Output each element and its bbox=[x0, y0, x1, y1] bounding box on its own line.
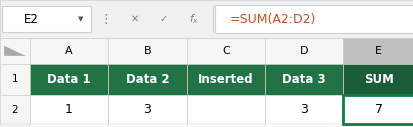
Text: E: E bbox=[374, 46, 381, 56]
Bar bbox=[343, 64, 413, 95]
Text: ⋮: ⋮ bbox=[99, 13, 112, 26]
Text: 7: 7 bbox=[374, 103, 382, 116]
Bar bbox=[264, 38, 343, 64]
Bar bbox=[30, 64, 108, 95]
Bar bbox=[186, 38, 264, 64]
Bar bbox=[108, 38, 186, 64]
Text: Data 2: Data 2 bbox=[125, 73, 169, 86]
Bar bbox=[264, 64, 343, 95]
Text: ✕: ✕ bbox=[130, 14, 138, 24]
Text: ✓: ✓ bbox=[159, 14, 167, 24]
Text: 1: 1 bbox=[12, 74, 18, 84]
Bar bbox=[186, 64, 264, 95]
Text: 3: 3 bbox=[299, 103, 307, 116]
Text: C: C bbox=[221, 46, 229, 56]
Bar bbox=[264, 95, 343, 124]
Bar bbox=[343, 95, 413, 124]
Bar bbox=[0, 64, 30, 95]
Bar bbox=[108, 64, 186, 95]
Bar bbox=[0, 38, 30, 64]
Text: D: D bbox=[299, 46, 308, 56]
Bar bbox=[30, 95, 108, 124]
Text: =SUM(A2:D2): =SUM(A2:D2) bbox=[229, 13, 316, 26]
Bar bbox=[108, 124, 186, 127]
Text: B: B bbox=[143, 46, 151, 56]
Bar bbox=[0, 124, 30, 127]
Bar bbox=[343, 38, 413, 64]
Bar bbox=[0, 0, 413, 38]
Text: 2: 2 bbox=[12, 105, 18, 115]
Text: Data 3: Data 3 bbox=[282, 73, 325, 86]
Bar bbox=[30, 124, 108, 127]
Text: SUM: SUM bbox=[363, 73, 393, 86]
Bar bbox=[264, 124, 343, 127]
Bar bbox=[30, 38, 108, 64]
Bar bbox=[215, 5, 413, 33]
Text: ▼: ▼ bbox=[78, 16, 83, 22]
Polygon shape bbox=[4, 46, 26, 56]
Bar bbox=[186, 124, 264, 127]
Text: 1: 1 bbox=[65, 103, 73, 116]
Text: E2: E2 bbox=[24, 13, 38, 26]
Bar bbox=[343, 124, 413, 127]
Bar bbox=[186, 95, 264, 124]
Text: 3: 3 bbox=[143, 103, 151, 116]
Text: Inserted: Inserted bbox=[197, 73, 253, 86]
Bar bbox=[2, 6, 91, 32]
Text: Data 1: Data 1 bbox=[47, 73, 90, 86]
Bar bbox=[108, 95, 186, 124]
Text: $f_x$: $f_x$ bbox=[188, 12, 198, 26]
Text: A: A bbox=[65, 46, 73, 56]
Bar bbox=[0, 95, 30, 124]
